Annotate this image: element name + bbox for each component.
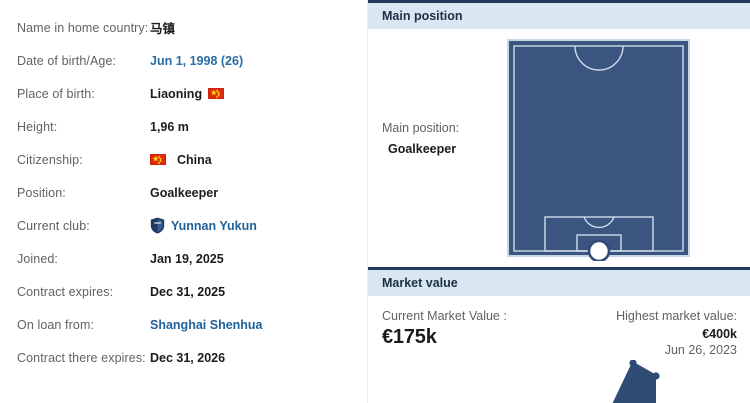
row-value-text: China xyxy=(177,152,212,167)
flag-star-large: ★ xyxy=(210,90,217,97)
table-row: Date of birth/Age: Jun 1, 1998 (26) xyxy=(0,44,367,77)
flag-star-small: ★ xyxy=(159,156,163,161)
row-label: Position: xyxy=(17,185,66,200)
flag-star-small: ★ xyxy=(217,90,221,95)
club-crest-icon xyxy=(150,217,165,234)
row-value-text: Dec 31, 2025 xyxy=(150,284,226,299)
row-value-text: Goalkeeper xyxy=(150,185,219,200)
table-row: Current club: Yunnan Yukun xyxy=(0,209,367,242)
china-flag-icon: ★ ★ ★ ★ ★ xyxy=(208,88,225,99)
table-row: Joined: Jan 19, 2025 xyxy=(0,242,367,275)
row-value: Dec 31, 2025 xyxy=(150,285,225,299)
flag-star-small: ★ xyxy=(159,159,163,163)
main-position-name: Goalkeeper xyxy=(388,142,457,156)
row-value: Liaoning ★ ★ ★ ★ ★ xyxy=(150,86,225,101)
market-value-header: Market value xyxy=(368,270,750,296)
market-value-chart[interactable] xyxy=(368,360,750,403)
row-label: Date of birth/Age: xyxy=(17,53,117,68)
row-label: Citizenship: xyxy=(17,152,83,167)
row-value-text: 1,96 m xyxy=(150,119,189,134)
flag-star-small: ★ xyxy=(157,161,161,165)
main-position-caption: Main position: xyxy=(382,121,460,135)
row-value: 马镇 xyxy=(150,18,175,37)
player-data-table: Name in home country: 马镇 Date of birth/A… xyxy=(0,0,368,403)
highest-market-value: €400k xyxy=(702,327,737,341)
table-row: On loan from: Shanghai Shenhua xyxy=(0,308,367,341)
row-value: 1,96 m xyxy=(150,120,189,134)
row-label: Height: xyxy=(17,119,58,134)
panel-top-rule xyxy=(368,0,750,3)
row-value: Jan 19, 2025 xyxy=(150,252,224,266)
row-value: ★ ★ ★ ★ ★ China xyxy=(150,153,212,167)
row-label: Contract there expires: xyxy=(17,350,146,365)
row-label: On loan from: xyxy=(17,317,95,332)
table-row: Position: Goalkeeper xyxy=(0,176,367,209)
main-position-header: Main position xyxy=(368,3,750,29)
market-value-body: Current Market Value : €175k Highest mar… xyxy=(368,296,750,403)
row-value[interactable]: Jun 1, 1998 (26) xyxy=(150,54,243,68)
highest-market-value-label: Highest market value: xyxy=(616,309,737,323)
row-value: Goalkeeper xyxy=(150,186,218,200)
table-row: Contract expires: Dec 31, 2025 xyxy=(0,275,367,308)
table-row: Height: 1,96 m xyxy=(0,110,367,143)
right-panels: Main position Main position: Goalkeeper xyxy=(368,0,750,403)
flag-star-small: ★ xyxy=(157,154,161,159)
flag-star-small: ★ xyxy=(217,93,221,97)
table-row: Name in home country: 马镇 xyxy=(0,11,367,44)
row-label: Joined: xyxy=(17,251,59,266)
row-label: Current club: xyxy=(17,218,90,233)
row-label: Name in home country: xyxy=(17,20,149,35)
highest-market-value-date: Jun 26, 2023 xyxy=(664,343,737,357)
market-value-panel: Market value Current Market Value : €175… xyxy=(368,267,750,403)
row-value-text: Jan 19, 2025 xyxy=(150,251,224,266)
main-position-panel: Main position Main position: Goalkeeper xyxy=(368,0,750,267)
row-value[interactable]: Shanghai Shenhua xyxy=(150,318,263,332)
row-label: Place of birth: xyxy=(17,86,95,101)
row-value-text: Dec 31, 2026 xyxy=(150,350,226,365)
flag-star-small: ★ xyxy=(215,95,219,99)
row-value[interactable]: Yunnan Yukun xyxy=(150,217,257,234)
row-value-text: 马镇 xyxy=(150,22,176,36)
current-club-link[interactable]: Yunnan Yukun xyxy=(171,218,257,233)
flag-star-small: ★ xyxy=(215,88,219,93)
loan-club-link[interactable]: Shanghai Shenhua xyxy=(150,317,263,332)
date-of-birth-link[interactable]: Jun 1, 1998 (26) xyxy=(150,53,244,68)
current-market-value-label: Current Market Value : xyxy=(382,309,507,323)
row-value-text: Liaoning xyxy=(150,86,203,101)
panel-top-rule xyxy=(368,267,750,270)
pitch-diagram xyxy=(507,39,690,263)
main-position-body: Main position: Goalkeeper xyxy=(368,29,750,267)
chart-point xyxy=(629,360,637,367)
row-label: Contract expires: xyxy=(17,284,114,299)
table-row: Contract there expires: Dec 31, 2026 xyxy=(0,341,367,374)
table-row: Place of birth: Liaoning ★ ★ ★ ★ ★ xyxy=(0,77,367,110)
chart-point xyxy=(652,372,660,380)
china-flag-icon: ★ ★ ★ ★ ★ xyxy=(150,154,166,165)
row-value: Dec 31, 2026 xyxy=(150,351,225,365)
flag-star-large: ★ xyxy=(152,156,159,163)
current-market-value[interactable]: €175k xyxy=(382,326,437,348)
table-row: Citizenship: ★ ★ ★ ★ ★ China xyxy=(0,143,367,176)
